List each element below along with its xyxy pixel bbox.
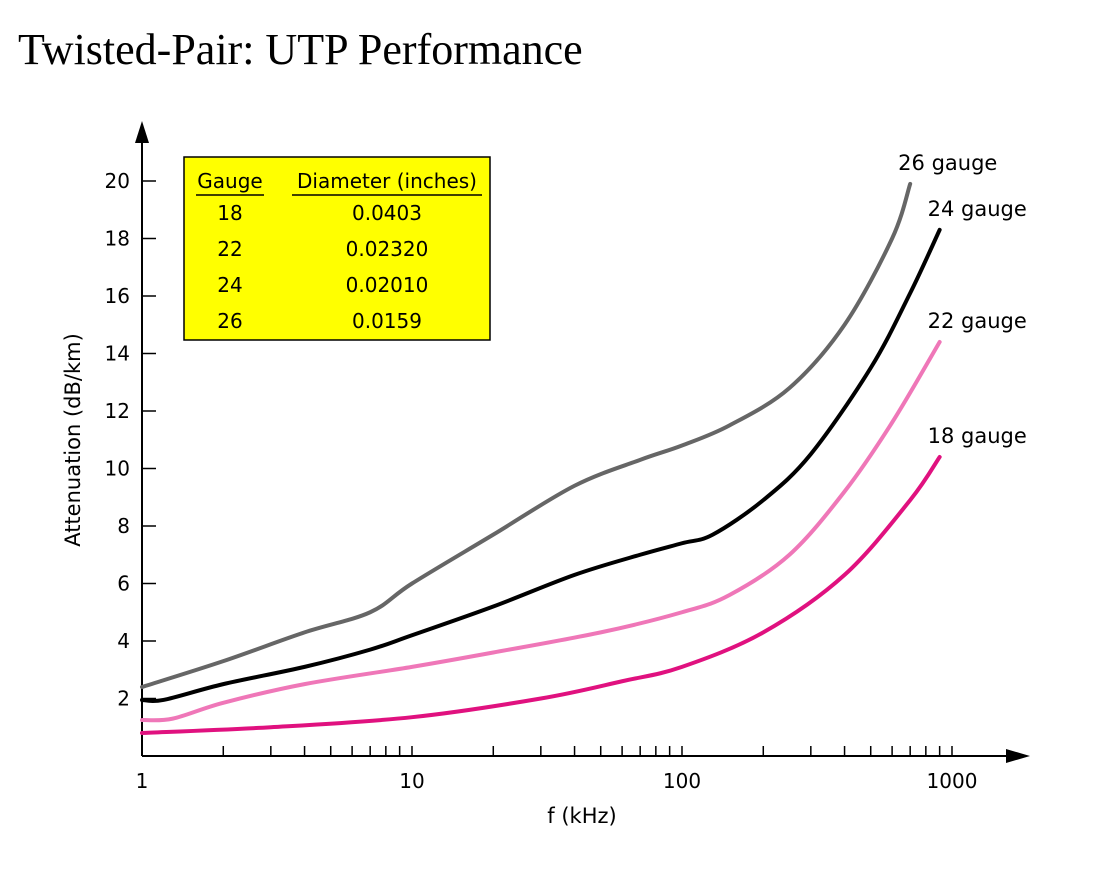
chart-series-labels: 26 gauge 24 gauge 22 gauge 18 gauge: [898, 151, 1027, 448]
x-axis-arrow: [1006, 749, 1030, 763]
inset-box: [183, 156, 491, 341]
inset-header: Gauge: [197, 169, 262, 193]
page-title: Twisted-Pair: UTP Performance: [18, 25, 583, 74]
y-tick-label: 14: [105, 342, 130, 366]
inset-gauge-cell: 26: [217, 309, 242, 333]
22-gauge-label: 22 gauge: [928, 309, 1027, 333]
inset-gauge-cell: 18: [217, 201, 242, 225]
gauge-diameter-table: Gauge Diameter (inches) 18 0.0403 22 0.02320 2…: [183, 156, 491, 341]
24-gauge-line: [140, 227, 942, 704]
x-tick-label: 100: [663, 769, 701, 793]
x-tick-label: 1000: [927, 769, 978, 793]
x-axis-title: f (kHz): [547, 804, 616, 828]
18-gauge-line: [140, 455, 942, 735]
y-tick-label: 2: [117, 687, 130, 711]
y-tick-label: 20: [105, 169, 130, 193]
y-tick-label: 10: [105, 457, 130, 481]
y-axis-title: Attenuation (dB/km): [61, 333, 85, 547]
chart-series: [140, 181, 942, 735]
24-gauge-label: 24 gauge: [928, 197, 1027, 221]
inset-diameter-cell: 0.02010: [346, 273, 429, 297]
inset-diameter-cell: 0.02320: [346, 237, 429, 261]
inset-gauge-cell: 24: [217, 273, 242, 297]
y-tick-label: 4: [117, 629, 130, 653]
26-gauge-line: [140, 181, 913, 689]
y-tick-label: 18: [105, 227, 130, 251]
18-gauge-label: 18 gauge: [928, 424, 1027, 448]
inset-gauge-cell: 22: [217, 237, 242, 261]
y-tick-label: 8: [117, 514, 130, 538]
y-tick-label: 16: [105, 284, 130, 308]
26-gauge-label: 26 gauge: [898, 151, 997, 175]
22-gauge-line: [140, 340, 942, 723]
y-axis-arrow: [135, 121, 149, 143]
y-tick-label: 12: [105, 399, 130, 423]
inset-diameter-cell: 0.0403: [352, 201, 422, 225]
y-tick-label: 6: [117, 572, 130, 596]
x-tick-label: 1: [136, 769, 149, 793]
inset-header: Diameter (inches): [297, 169, 477, 193]
inset-diameter-cell: 0.0159: [352, 309, 422, 333]
x-tick-label: 10: [399, 769, 424, 793]
